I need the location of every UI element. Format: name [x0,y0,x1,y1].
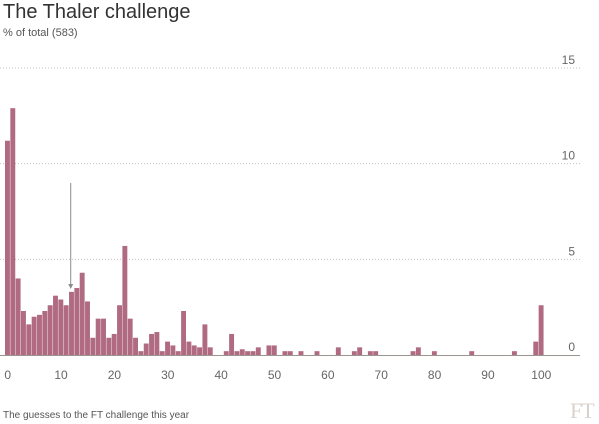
bar-5 [31,316,37,355]
bar-2 [15,278,21,355]
y-tick-label-10: 10 [562,149,576,163]
bar-87 [469,351,475,355]
bar-8 [47,305,53,355]
bar-22 [122,245,128,355]
bar-58 [314,351,320,355]
y-tick-label-0: 0 [568,340,575,354]
x-tick-label-80: 80 [428,368,442,382]
bar-69 [373,351,379,355]
bar-36 [197,347,203,355]
bar-31 [170,345,176,355]
source-note: The guesses to the FT challenge this yea… [3,410,190,421]
bar-30 [165,341,170,355]
bar-80 [431,351,437,355]
x-tick-label-90: 90 [481,368,495,382]
x-tick-label-0: 0 [4,368,11,382]
bar-66 [357,347,363,355]
x-tick-label-10: 10 [54,368,68,382]
bars [5,108,544,356]
bar-16 [90,337,96,355]
x-tick-label-70: 70 [375,368,389,382]
bar-9 [53,295,58,355]
x-tick-labels: 0 10 20 30 40 50 60 70 80 90 100 [4,368,551,382]
bar-47 [255,347,261,355]
bar-42 [229,333,235,355]
bar-55 [298,351,304,355]
bar-29 [159,351,165,355]
bar-33 [181,310,187,355]
bar-53 [287,351,293,355]
bar-50 [271,345,277,355]
annotation [68,183,74,289]
bar-7 [42,310,48,355]
bar-18 [101,318,106,355]
bar-37 [202,324,208,355]
bar-77 [415,347,421,355]
bar-27 [149,333,154,355]
x-tick-label-50: 50 [268,368,282,382]
bar-25 [138,351,144,355]
x-tick-label-40: 40 [214,368,228,382]
bar-99 [533,341,539,355]
bar-68 [367,351,373,355]
bar-17 [95,318,101,355]
bar-6 [37,314,42,355]
bar-21 [117,305,122,355]
bar-13 [74,288,80,355]
bar-38 [207,347,213,355]
x-tick-label-30: 30 [161,368,175,382]
bar-32 [175,351,181,355]
bar-45 [245,351,251,355]
gridlines [0,67,580,356]
y-tick-label-5: 5 [568,244,575,258]
bar-1 [10,108,16,356]
bar-43 [234,351,240,355]
bar-15 [85,301,90,355]
bar-76 [410,351,416,355]
x-tick-label-100: 100 [531,368,551,382]
bar-20 [111,333,117,355]
bar-26 [143,343,149,355]
bar-34 [186,341,192,355]
bar-0 [5,140,10,355]
bar-62 [335,347,341,355]
chart-subtitle: % of total (583) [3,27,78,39]
bar-65 [351,351,357,355]
bar-23 [127,318,133,355]
annotation-arrowhead [68,284,74,289]
bar-11 [63,305,69,355]
bar-41 [223,351,229,355]
bar-44 [239,349,245,355]
bar-3 [21,310,26,355]
bar-12 [69,291,74,355]
bar-24 [133,337,138,355]
bar-95 [511,351,517,355]
x-tick-label-20: 20 [108,368,122,382]
bar-100 [538,305,544,355]
bar-49 [266,345,272,355]
bar-35 [191,345,197,355]
bar-19 [106,337,112,355]
chart-title: The Thaler challenge [3,1,191,23]
bar-10 [58,299,64,355]
bar-14 [79,272,85,355]
bar-52 [282,351,288,355]
ft-logo: FT [570,398,595,423]
bar-4 [26,324,32,355]
bar-28 [154,332,160,355]
y-tick-labels: 0 5 10 15 [562,53,576,354]
bar-46 [250,351,256,355]
x-tick-label-60: 60 [321,368,335,382]
y-tick-label-15: 15 [562,53,576,67]
